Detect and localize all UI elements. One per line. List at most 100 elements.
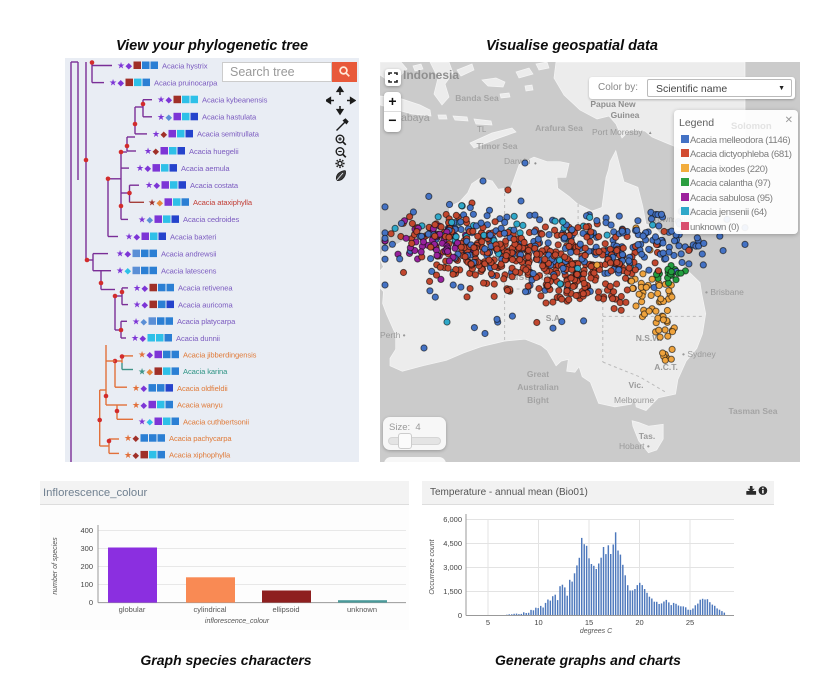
svg-text:TL: TL	[477, 125, 487, 134]
svg-text:Acacia baxteri: Acacia baxteri	[170, 232, 217, 241]
svg-text:Acacia huegelii: Acacia huegelii	[189, 147, 239, 156]
svg-text:Acacia pruinocarpa: Acacia pruinocarpa	[154, 78, 218, 87]
svg-text:6,000: 6,000	[443, 515, 462, 524]
svg-text:Port Moresby: Port Moresby	[592, 127, 643, 137]
svg-text:Timor Sea: Timor Sea	[477, 141, 518, 151]
svg-text:◆: ◆	[142, 283, 149, 293]
svg-text:Acacia kybeanensis: Acacia kybeanensis	[202, 96, 268, 105]
svg-text:•: •	[534, 159, 537, 168]
svg-text:4,500: 4,500	[443, 539, 462, 548]
svg-text:• Sydney: • Sydney	[682, 349, 716, 359]
svg-text:◆: ◆	[154, 180, 161, 190]
svg-text:Acacia karina: Acacia karina	[183, 367, 228, 376]
svg-text:◆: ◆	[147, 417, 154, 427]
svg-text:Acacia ataxiphylla: Acacia ataxiphylla	[193, 198, 253, 207]
svg-text:400: 400	[80, 526, 93, 535]
svg-text:★: ★	[109, 78, 117, 88]
svg-text:inflorescence_colour: inflorescence_colour	[205, 618, 270, 625]
svg-text:★: ★	[144, 146, 152, 156]
svg-text:Perth •: Perth •	[380, 330, 406, 340]
svg-text:Acacia jibberdingensis: Acacia jibberdingensis	[183, 351, 257, 360]
svg-text:Vic.: Vic.	[629, 380, 644, 390]
svg-text:Acacia pachycarpa: Acacia pachycarpa	[169, 434, 232, 443]
svg-text:abaya: abaya	[401, 112, 430, 124]
svg-text:▲: ▲	[648, 130, 652, 135]
svg-text:★: ★	[132, 400, 140, 410]
svg-text:1,500: 1,500	[443, 587, 462, 596]
svg-text:★: ★	[132, 383, 140, 393]
svg-text:Acacia andrewsii: Acacia andrewsii	[161, 249, 217, 258]
svg-text:0: 0	[89, 598, 93, 607]
svg-text:• Townsville: • Townsville	[648, 214, 692, 224]
svg-text:★: ★	[124, 433, 132, 443]
svg-text:globular: globular	[119, 605, 146, 614]
svg-text:Indonesia: Indonesia	[403, 68, 459, 82]
svg-text:Bight: Bight	[527, 395, 549, 405]
svg-text:Acacia auricoma: Acacia auricoma	[178, 300, 234, 309]
svg-text:15: 15	[585, 618, 593, 627]
svg-text:◆: ◆	[147, 366, 154, 376]
svg-text:◆: ◆	[161, 129, 168, 139]
svg-text:Acacia cedroides: Acacia cedroides	[183, 215, 240, 224]
svg-text:★: ★	[145, 180, 153, 190]
svg-text:◆: ◆	[141, 383, 148, 393]
svg-text:◆: ◆	[133, 433, 140, 443]
svg-text:★: ★	[138, 417, 146, 427]
svg-text:Acacia semitrullata: Acacia semitrullata	[197, 130, 260, 139]
svg-text:300: 300	[80, 544, 93, 553]
svg-text:◆: ◆	[141, 316, 148, 326]
svg-text:cylindrical: cylindrical	[194, 605, 227, 614]
svg-text:◆: ◆	[145, 163, 152, 173]
svg-text:S.A.: S.A.	[546, 313, 563, 323]
svg-text:Acacia cuthbertsonii: Acacia cuthbertsonii	[183, 417, 249, 426]
svg-text:Acacia aemula: Acacia aemula	[181, 164, 230, 173]
svg-text:Banda Sea: Banda Sea	[455, 93, 499, 103]
svg-text:★: ★	[157, 95, 165, 105]
svg-text:10: 10	[534, 618, 542, 627]
svg-text:Occurrence count: Occurrence count	[429, 538, 436, 594]
svg-text:Acacia platycarpa: Acacia platycarpa	[177, 317, 236, 326]
svg-text:★: ★	[124, 450, 132, 460]
svg-text:ellipsoid: ellipsoid	[272, 605, 299, 614]
svg-text:Acacia hastulata: Acacia hastulata	[202, 113, 257, 122]
svg-text:Acacia wanyu: Acacia wanyu	[177, 401, 223, 410]
svg-text:◆: ◆	[157, 197, 164, 207]
svg-text:25: 25	[686, 618, 694, 627]
svg-text:★: ★	[133, 283, 141, 293]
svg-text:A.C.T.: A.C.T.	[654, 362, 678, 372]
svg-text:◆: ◆	[134, 232, 141, 242]
svg-text:◆: ◆	[133, 450, 140, 460]
svg-text:★: ★	[131, 333, 139, 343]
svg-text:100: 100	[80, 580, 93, 589]
svg-text:• Brisbane: • Brisbane	[705, 287, 744, 297]
svg-text:★: ★	[138, 350, 146, 360]
svg-text:Tas.: Tas.	[639, 431, 655, 441]
svg-text:◆: ◆	[125, 266, 132, 276]
svg-text:★: ★	[138, 366, 146, 376]
svg-text:★: ★	[116, 266, 124, 276]
svg-text:Acacia xiphophylla: Acacia xiphophylla	[169, 451, 231, 460]
svg-text:Hobart •: Hobart •	[619, 441, 650, 451]
svg-text:number of species: number of species	[52, 537, 59, 595]
svg-text:◆: ◆	[140, 333, 147, 343]
svg-text:unknown: unknown	[347, 605, 377, 614]
svg-text:Darwin: Darwin	[504, 156, 531, 166]
svg-text:Papua New: Papua New	[590, 99, 636, 109]
svg-text:5: 5	[486, 618, 490, 627]
svg-text:★: ★	[138, 214, 146, 224]
svg-text:★: ★	[116, 249, 124, 259]
svg-text:Acacia oldfieldii: Acacia oldfieldii	[177, 384, 228, 393]
svg-text:Acacia retivenea: Acacia retivenea	[178, 284, 233, 293]
svg-text:20: 20	[635, 618, 643, 627]
svg-text:Guinea: Guinea	[611, 110, 640, 120]
svg-text:Arafura Sea: Arafura Sea	[535, 123, 583, 133]
svg-text:◆: ◆	[141, 400, 148, 410]
svg-text:★: ★	[152, 129, 160, 139]
svg-text:Australian: Australian	[517, 382, 559, 392]
svg-text:◆: ◆	[125, 249, 132, 259]
svg-text:Acacia dunnii: Acacia dunnii	[176, 334, 220, 343]
svg-text:◆: ◆	[142, 300, 149, 310]
svg-text:Acacia latescens: Acacia latescens	[161, 267, 217, 276]
svg-text:3,000: 3,000	[443, 563, 462, 572]
svg-text:◆: ◆	[147, 350, 154, 360]
